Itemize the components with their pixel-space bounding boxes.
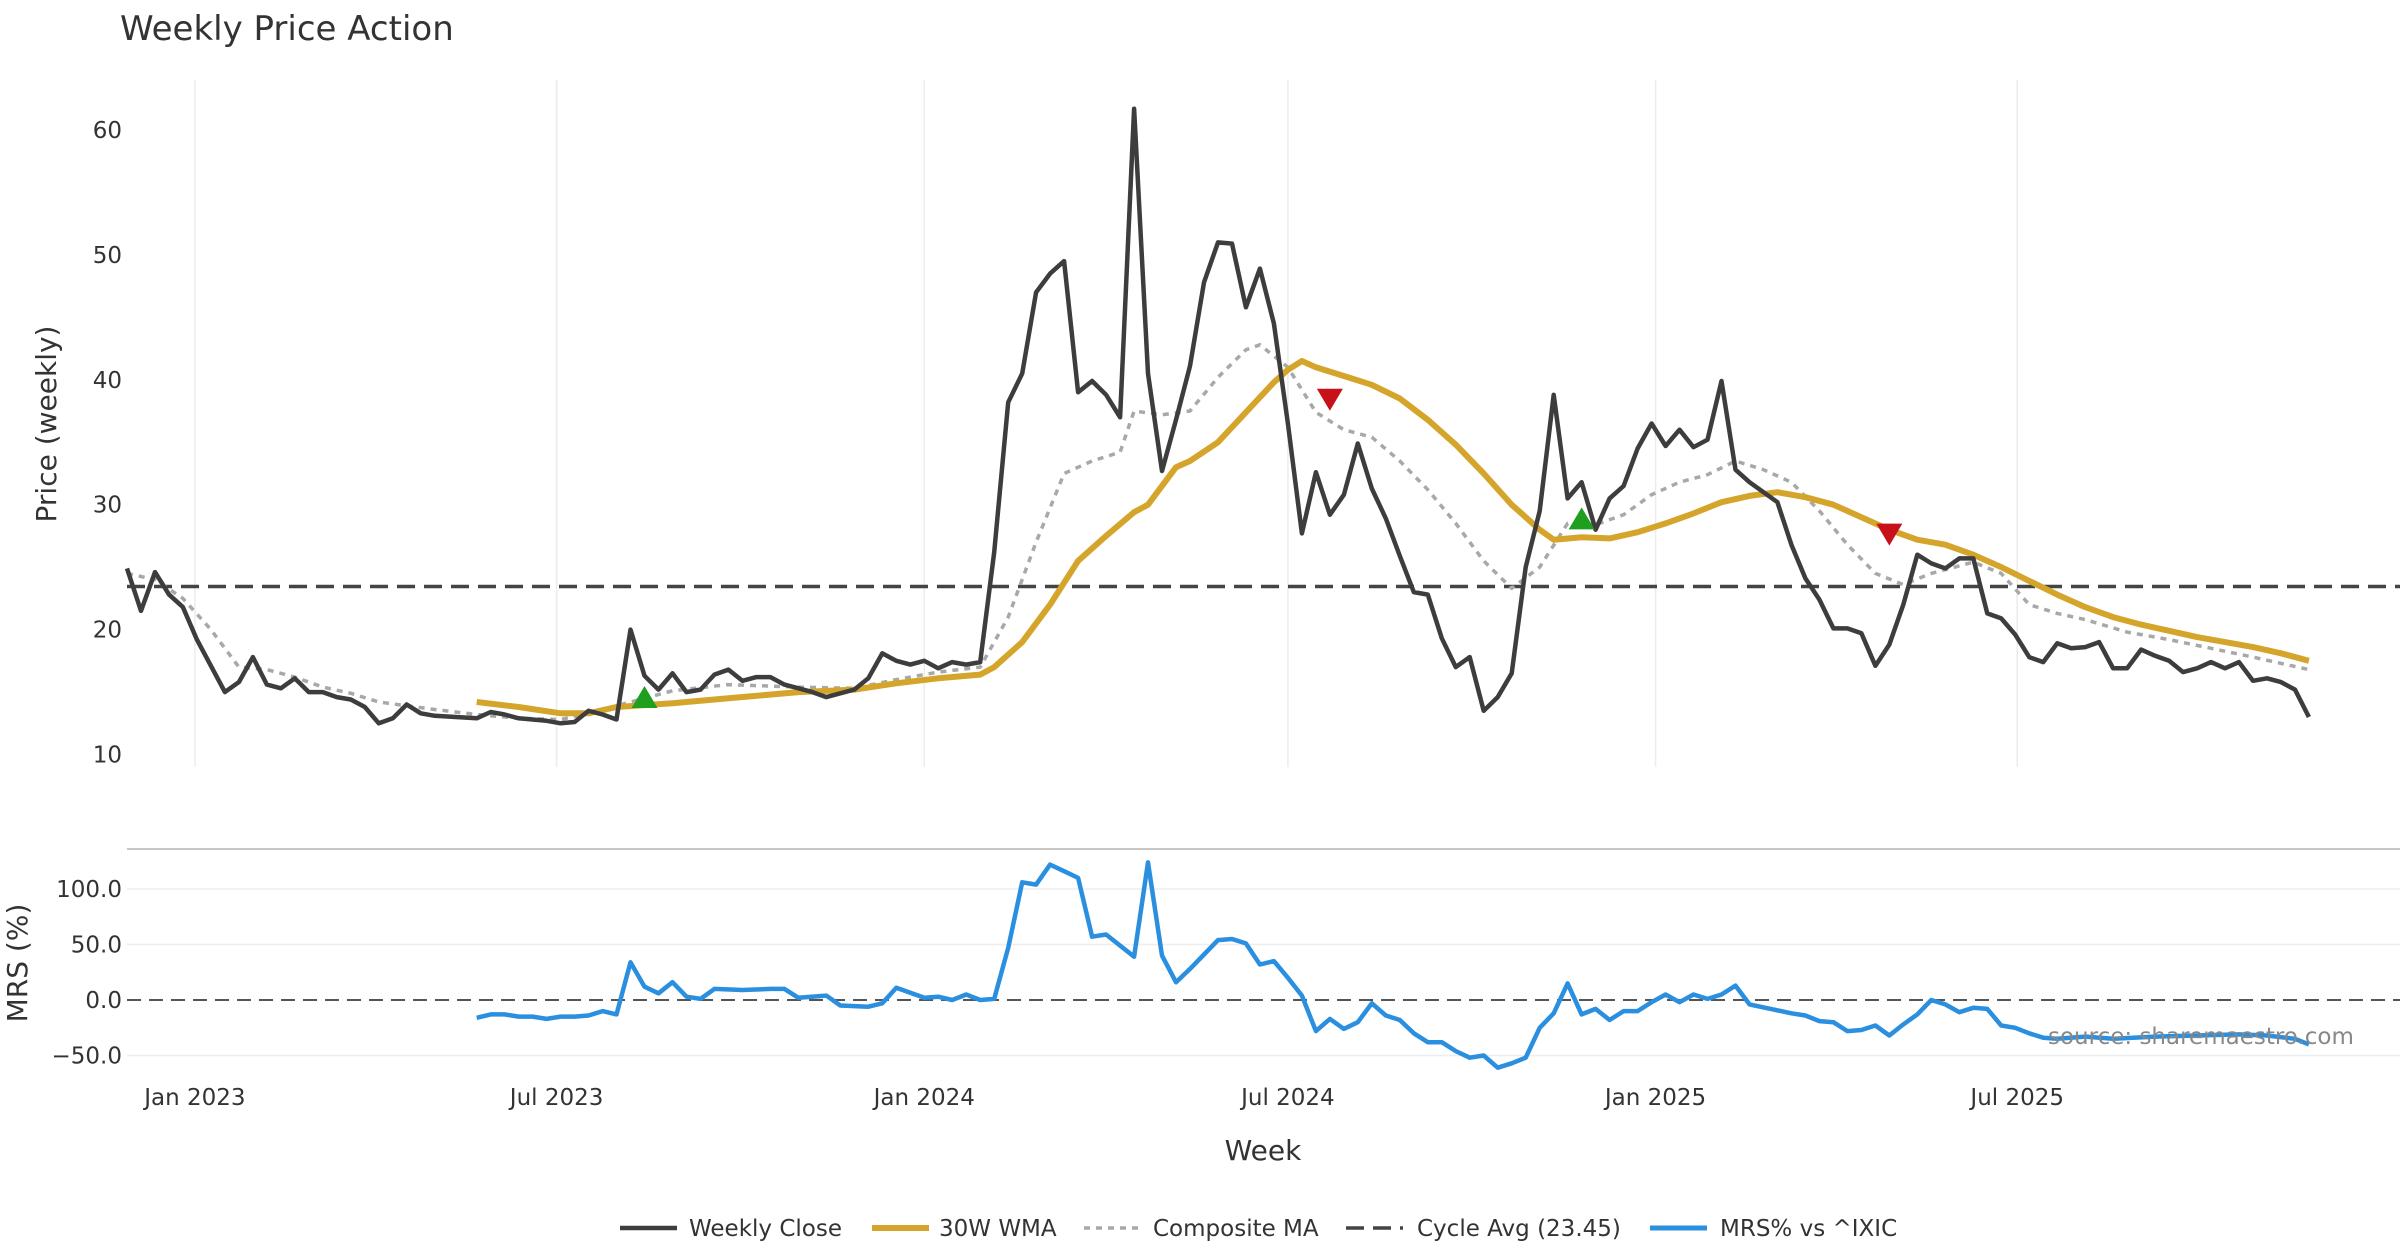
price-panel: 10 20 30 40 50 60 Price (weekly): [30, 80, 2400, 769]
legend-label-mrs: MRS% vs ^IXIC: [1720, 1216, 1897, 1242]
sell-signal-marker: [1876, 523, 1903, 546]
x-tick-label: Jan 2025: [1603, 1085, 1706, 1111]
mrs-y-tick-label: 0.0: [85, 988, 122, 1014]
legend-label-composite: Composite MA: [1153, 1216, 1319, 1242]
price-y-tick-label: 40: [93, 368, 122, 394]
buy-signal-marker: [1568, 507, 1595, 530]
wma-30w-line: [476, 358, 2310, 717]
mrs-y-tick-label: −50.0: [52, 1044, 122, 1070]
price-y-tick-label: 30: [93, 493, 122, 519]
price-gridlines: [194, 80, 2018, 767]
mrs-y-axis-label: MRS (%): [1, 904, 34, 1023]
mrs-gridlines: [127, 888, 2400, 1057]
chart-title: Weekly Price Action: [120, 9, 454, 49]
mrs-panel: 100.0 50.0 0.0 −50.0 MRS (%) source: sharem…: [1, 860, 2400, 1070]
mrs-y-tick-label: 50.0: [71, 933, 122, 959]
price-y-tick-label: 10: [93, 743, 122, 769]
legend-label-cycle: Cycle Avg (23.45): [1417, 1216, 1621, 1242]
sell-signal-marker: [1316, 388, 1343, 411]
price-y-tick-label: 20: [93, 618, 122, 644]
x-axis-label: Week: [1225, 1134, 1302, 1167]
x-tick-label: Jan 2023: [142, 1085, 245, 1111]
mrs-line: [476, 860, 2310, 1070]
legend-label-wma: 30W WMA: [939, 1216, 1057, 1242]
legend: Weekly Close 30W WMA Composite MA Cycle Avg…: [620, 1216, 1897, 1242]
price-y-tick-label: 60: [93, 118, 122, 144]
price-y-ticks: 10 20 30 40 50 60: [93, 118, 122, 769]
x-axis-ticks: Jan 2023 Jul 2023 Jan 2024 Jul 2024 Jan 2025…: [142, 1085, 2064, 1111]
buy-signal-marker: [631, 686, 658, 709]
x-tick-label: Jan 2024: [872, 1085, 975, 1111]
x-tick-label: Jul 2023: [508, 1085, 604, 1111]
mrs-y-tick-label: 100.0: [56, 877, 122, 903]
signal-markers: [631, 388, 1903, 709]
x-tick-label: Jul 2024: [1239, 1085, 1335, 1111]
legend-label-close: Weekly Close: [689, 1216, 842, 1242]
mrs-y-ticks: 100.0 50.0 0.0 −50.0: [52, 877, 122, 1070]
source-note: source: sharemaestro.com: [2048, 1024, 2354, 1050]
weekly-close-line: [124, 106, 2311, 726]
price-y-tick-label: 50: [93, 243, 122, 269]
composite-ma-line: [126, 343, 2310, 722]
x-tick-label: Jul 2025: [1968, 1085, 2064, 1111]
price-y-axis-label: Price (weekly): [30, 326, 63, 523]
